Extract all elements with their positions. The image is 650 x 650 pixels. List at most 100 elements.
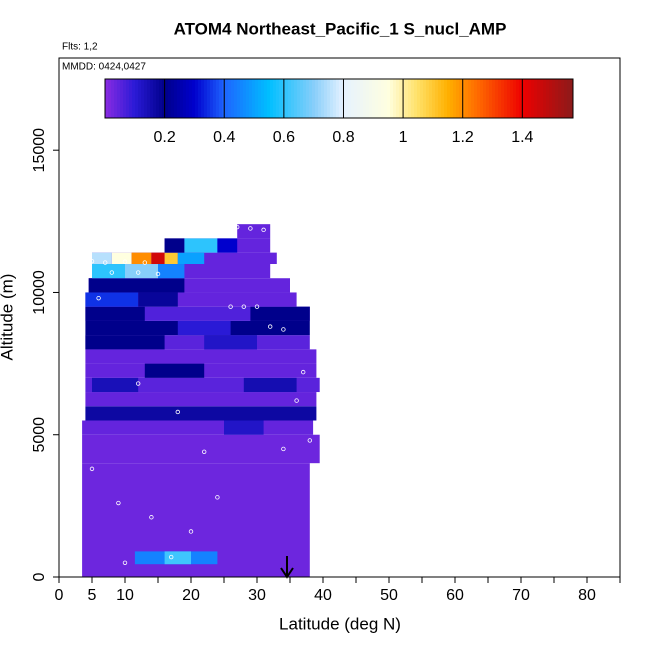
data-cell: [85, 392, 317, 407]
colorbar-tick-label: 1.2: [452, 129, 474, 146]
colorbar-segment: [540, 79, 544, 118]
colorbar-segment: [474, 79, 478, 118]
x-tick-label: 60: [446, 587, 464, 604]
colorbar-segment: [279, 79, 283, 118]
x-tick-label: 20: [182, 587, 200, 604]
colorbar-segment: [312, 79, 316, 118]
colorbar-tick-label: 0.4: [213, 129, 235, 146]
sample-point: [142, 260, 147, 265]
sample-point: [122, 560, 128, 565]
colorbar-segment: [231, 79, 235, 118]
x-axis-label: Latitude (deg N): [279, 614, 401, 633]
sample-point: [89, 258, 95, 264]
colorbar-segment: [291, 79, 295, 118]
colorbar-segment: [420, 79, 424, 118]
sample-point: [281, 327, 286, 332]
x-tick-label: 10: [116, 587, 134, 604]
colorbar-segment: [534, 79, 538, 118]
data-cell: [250, 306, 310, 321]
data-cell: [217, 238, 238, 253]
sample-point: [268, 324, 273, 329]
y-axis-label: Altitude (m): [0, 274, 16, 361]
colorbar-segment: [171, 79, 175, 118]
sample-point: [116, 500, 121, 506]
colorbar-segment: [147, 79, 151, 118]
colorbar-segment: [318, 79, 322, 118]
colorbar-segment: [408, 79, 412, 118]
colorbar-segment: [336, 79, 340, 118]
colorbar-tick-label: 0.2: [153, 129, 175, 146]
colorbar-segment: [423, 79, 427, 118]
colorbar-segment: [384, 79, 388, 118]
colorbar-segment: [129, 79, 133, 118]
colorbar-segment: [447, 79, 451, 118]
sample-point: [261, 227, 266, 233]
sample-point: [294, 398, 299, 403]
colorbar-segment: [267, 79, 271, 118]
colorbar-segment: [366, 79, 370, 118]
colorbar-segment: [501, 79, 505, 118]
data-cell: [144, 363, 205, 378]
data-cell: [85, 306, 145, 321]
data-cell: [138, 292, 178, 307]
colorbar-segment: [138, 79, 142, 118]
sample-point: [135, 270, 141, 275]
x-tick-label: 80: [578, 587, 596, 604]
colorbar-segment: [144, 79, 148, 118]
colorbar-segment: [135, 79, 139, 118]
data-cell: [177, 252, 205, 265]
colorbar-segment: [438, 79, 442, 118]
colorbar-segment: [159, 79, 163, 118]
dates-note: MMDD: 0424,0427: [62, 62, 146, 73]
sample-point: [215, 495, 220, 500]
colorbar-segment: [402, 79, 406, 118]
sample-point: [188, 529, 194, 534]
data-cell: [92, 264, 125, 279]
data-cell: [204, 335, 257, 350]
colorbar-segment: [237, 79, 241, 118]
data-cell: [224, 420, 264, 435]
colorbar-frame: [104, 78, 574, 119]
y-tick-label: 5000: [31, 417, 48, 453]
colorbar-segment: [195, 79, 199, 118]
colorbar-segment: [150, 79, 154, 118]
colorbar-segment: [276, 79, 280, 118]
colorbar-segment: [117, 79, 121, 118]
colorbar-segment: [393, 79, 397, 118]
colorbar-segment: [258, 79, 262, 118]
colorbar-segment: [429, 79, 433, 118]
data-cell: [237, 224, 271, 239]
colorbar-segment: [165, 79, 169, 118]
colorbar-segment: [537, 79, 541, 118]
colorbar-segment: [153, 79, 157, 118]
data-cell: [88, 278, 185, 293]
data-cell: [82, 434, 320, 464]
sample-point: [96, 295, 101, 301]
colorbar-segment: [351, 79, 355, 118]
data-cell: [164, 238, 185, 253]
data-cell: [85, 335, 165, 350]
plot-area: [82, 224, 320, 577]
colorbar-segment: [243, 79, 247, 118]
colorbar-segment: [432, 79, 436, 118]
sample-point: [301, 369, 306, 375]
sample-point: [228, 304, 233, 309]
colorbar-segment: [411, 79, 415, 118]
colorbar-segment: [297, 79, 301, 118]
colorbar-segment: [192, 79, 196, 118]
colorbar-segment: [126, 79, 130, 118]
colorbar-segment: [255, 79, 259, 118]
colorbar-segment: [354, 79, 358, 118]
data-cell: [92, 377, 139, 393]
colorbar-segment: [180, 79, 184, 118]
data-cell: [131, 252, 152, 265]
colorbar-segment: [201, 79, 205, 118]
colorbar-segment: [381, 79, 385, 118]
colorbar-segment: [186, 79, 190, 118]
colorbar-segment: [555, 79, 559, 118]
colorbar-segment: [414, 79, 418, 118]
data-cell: [243, 377, 297, 393]
colorbar-segment: [228, 79, 232, 118]
colorbar-segment: [486, 79, 490, 118]
